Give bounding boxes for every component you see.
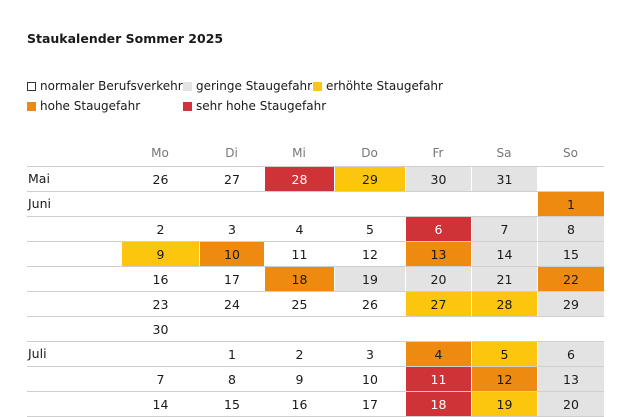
day-cell: 17 [335,392,405,416]
day-cell: 8 [200,367,264,391]
day-cell: 2 [265,342,334,366]
day-cell: 9 [265,367,334,391]
day-cell: 25 [265,292,334,316]
day-cell: 13 [406,242,471,266]
rule [27,216,604,217]
day-cell: 11 [265,242,334,266]
rule [27,291,604,292]
day-cell: 12 [472,367,537,391]
legend-swatch [27,82,36,91]
legend-item: normaler Berufsverkehr [27,79,183,93]
day-cell: 6 [406,217,471,241]
day-cell: 20 [538,392,604,416]
day-cell: 2 [122,217,199,241]
legend-swatch [183,102,192,111]
rule [27,191,604,192]
day-cell: 7 [122,367,199,391]
day-cell: 31 [472,167,537,191]
day-cell: 27 [200,167,264,191]
day-cell: 23 [122,292,199,316]
month-label: Juli [28,346,47,361]
month-label: Mai [28,171,50,186]
day-cell: 6 [538,342,604,366]
weekday-header: Do [361,146,378,160]
rule [27,316,604,317]
weekday-header: Mi [292,146,306,160]
weekday-header: Mo [151,146,169,160]
day-cell: 21 [472,267,537,291]
day-cell: 18 [265,267,334,291]
day-cell: 14 [122,392,199,416]
day-cell: 17 [200,267,264,291]
day-cell: 16 [122,267,199,291]
day-cell: 3 [335,342,405,366]
day-cell: 5 [335,217,405,241]
day-cell: 12 [335,242,405,266]
day-cell: 27 [406,292,471,316]
day-cell: 30 [122,317,199,341]
day-cell: 24 [200,292,264,316]
day-cell: 15 [200,392,264,416]
day-cell: 26 [335,292,405,316]
legend-swatch [27,102,36,111]
day-cell: 4 [406,342,471,366]
weekday-header: Di [225,146,238,160]
day-cell: 30 [406,167,471,191]
day-cell: 22 [538,267,604,291]
legend-swatch [313,82,322,91]
title: Staukalender Sommer 2025 [27,31,224,46]
legend-label: normaler Berufsverkehr [40,79,183,93]
day-cell: 18 [406,392,471,416]
weekday-header: Sa [496,146,512,160]
day-cell: 1 [538,192,604,216]
legend-label: sehr hohe Staugefahr [196,99,327,113]
month-label: Juni [28,196,52,211]
day-cell: 11 [406,367,471,391]
legend-label: erhöhte Staugefahr [326,79,443,93]
day-cell: 16 [265,392,334,416]
rule [27,266,604,267]
rule [27,391,604,392]
legend-item: sehr hohe Staugefahr [183,99,326,113]
rule [27,166,604,167]
day-cell: 29 [335,167,405,191]
weekday-header: Fr [432,146,444,160]
rule [27,241,604,242]
day-cell: 29 [538,292,604,316]
legend-item: geringe Staugefahr [183,79,312,93]
day-cell: 15 [538,242,604,266]
day-cell: 28 [265,167,334,191]
rule [27,366,604,367]
day-cell: 14 [472,242,537,266]
weekday-header: So [563,146,578,160]
day-cell: 4 [265,217,334,241]
day-cell: 10 [335,367,405,391]
legend-label: geringe Staugefahr [196,79,313,93]
day-cell: 20 [406,267,471,291]
day-cell: 9 [122,242,199,266]
day-cell: 10 [200,242,264,266]
day-cell: 8 [538,217,604,241]
day-cell: 3 [200,217,264,241]
day-cell: 1 [200,342,264,366]
legend-swatch [183,82,192,91]
day-cell: 19 [335,267,405,291]
day-cell: 7 [472,217,537,241]
day-cell: 5 [472,342,537,366]
rule [27,341,604,342]
legend-item: hohe Staugefahr [27,99,140,113]
day-cell: 28 [472,292,537,316]
day-cell: 19 [472,392,537,416]
legend-label: hohe Staugefahr [40,99,141,113]
day-cell: 26 [122,167,199,191]
legend-item: erhöhte Staugefahr [313,79,443,93]
day-cell: 13 [538,367,604,391]
